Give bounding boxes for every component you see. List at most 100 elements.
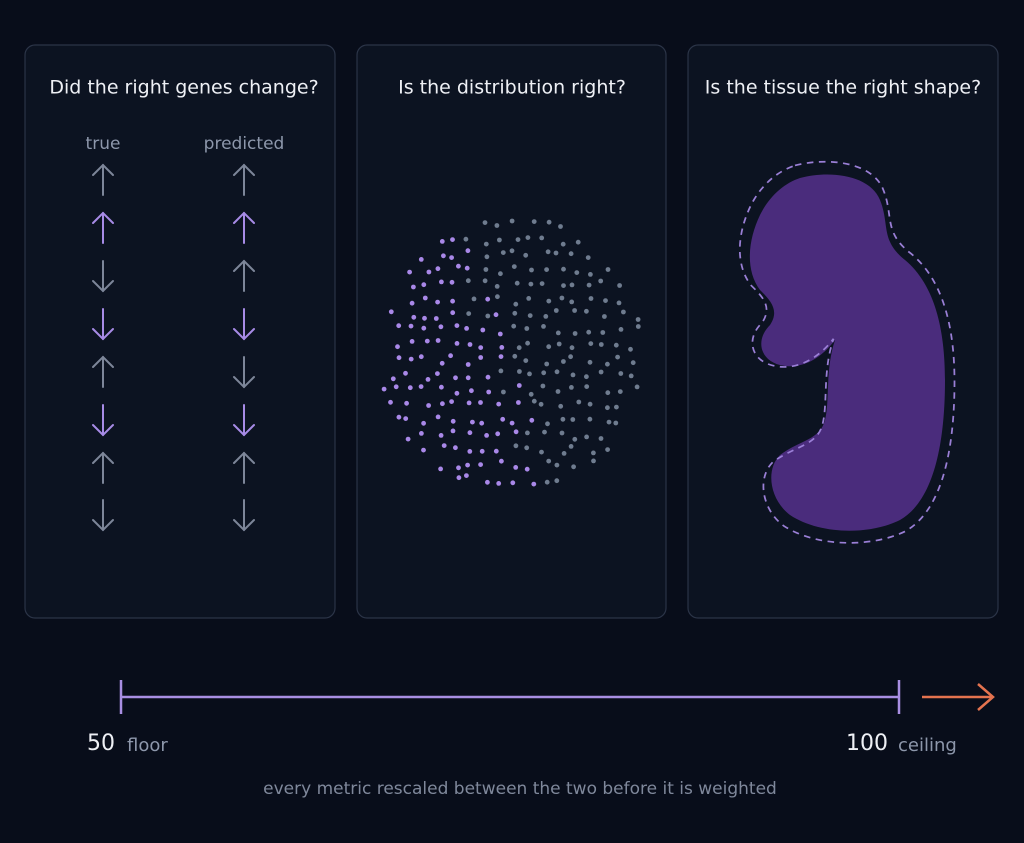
cell-dot: [512, 353, 518, 359]
cell-dot: [390, 376, 396, 382]
arrow-head: [233, 376, 255, 389]
arrow: [233, 163, 255, 196]
cell-dot: [465, 248, 471, 254]
cell-dot: [569, 385, 574, 390]
arrow: [92, 404, 114, 437]
cell-dot: [453, 375, 458, 381]
arrow: [92, 355, 114, 388]
cell-dot: [482, 220, 488, 226]
cell-dot: [531, 481, 537, 487]
cell-dot: [465, 362, 471, 367]
cell-dot: [588, 296, 594, 301]
cell-dot: [440, 401, 445, 407]
cell-dot: [450, 428, 456, 434]
cell-dot: [634, 384, 640, 390]
column-label: true: [86, 134, 121, 154]
cell-dot: [584, 374, 589, 380]
scale: 50 floor 100 ceiling every metric rescal…: [87, 680, 995, 799]
cell-dot: [422, 295, 428, 301]
cell-dot: [545, 249, 551, 255]
arrow: [233, 211, 255, 244]
cell-dot: [512, 310, 518, 316]
cell-dot: [511, 323, 517, 329]
cell-dot: [584, 434, 589, 440]
cell-dot: [568, 354, 573, 360]
cell-dot: [523, 252, 529, 258]
cell-dot: [516, 383, 522, 388]
cell-dot: [482, 278, 488, 284]
cell-dot: [606, 419, 612, 425]
cell-dot: [546, 219, 552, 225]
cell-dot: [613, 420, 619, 426]
cell-dot: [560, 241, 566, 247]
cell-dot: [467, 449, 473, 454]
cell-dot: [525, 430, 530, 436]
cell-dot: [498, 271, 503, 277]
panel-title: Did the right genes change?: [49, 77, 318, 99]
cell-dot: [441, 443, 447, 448]
cell-dot: [584, 308, 589, 314]
cell-dot: [411, 284, 416, 290]
cell-dot: [465, 375, 471, 381]
cell-dot: [560, 416, 566, 422]
cell-dot: [409, 300, 415, 306]
cell-dot: [613, 342, 619, 348]
cell-dot: [497, 237, 502, 243]
cell-dot: [404, 400, 409, 406]
cell-dot: [425, 377, 431, 382]
cell-dot: [546, 458, 552, 464]
arrow-head: [92, 163, 114, 176]
arrow: [92, 211, 114, 244]
cell-dot: [540, 383, 546, 389]
cell-dot: [554, 478, 560, 484]
cell-dot: [570, 417, 576, 422]
arrow-head: [233, 424, 255, 437]
cell-dot: [509, 218, 515, 224]
arrow: [233, 404, 255, 437]
cell-dot: [485, 374, 491, 380]
arrow: [92, 451, 114, 484]
arrow-head: [92, 211, 114, 224]
cell-dot: [515, 237, 521, 243]
cell-dot: [509, 248, 515, 254]
cell-dot: [484, 433, 489, 438]
cell-dot: [616, 300, 622, 306]
cell-dot: [528, 281, 534, 287]
cell-dot: [421, 282, 427, 288]
cell-dot: [500, 250, 506, 256]
scale-max-value: 100: [846, 731, 888, 756]
cell-dot: [438, 324, 444, 330]
cell-dot: [541, 324, 546, 329]
cell-dot: [497, 331, 503, 337]
cell-dot: [449, 399, 454, 404]
cell-dot: [407, 385, 413, 391]
cell-dot: [525, 340, 530, 346]
cell-dot: [433, 316, 439, 321]
cell-dot: [529, 267, 534, 273]
cell-dot: [496, 401, 502, 407]
arrow-head: [92, 424, 114, 437]
cell-dot: [426, 403, 431, 408]
arrow: [92, 308, 114, 341]
cell-dot: [531, 219, 537, 225]
panel-title: Is the distribution right?: [398, 77, 626, 99]
cell-dot: [493, 448, 499, 454]
cell-dot: [498, 354, 504, 359]
arrow-head: [233, 163, 255, 176]
cell-dot: [524, 326, 530, 331]
cell-dot: [484, 254, 490, 260]
scale-min-label: floor: [127, 735, 168, 756]
cell-dot: [553, 250, 559, 256]
cell-dot: [388, 309, 394, 315]
tissue-shape: [738, 160, 956, 544]
cell-dot: [527, 313, 533, 318]
cell-dot: [605, 405, 610, 411]
cell-dot: [546, 344, 552, 350]
cell-dot: [435, 266, 441, 272]
cell-dot: [449, 279, 455, 285]
cell-dot: [426, 269, 432, 275]
cell-dot: [456, 475, 462, 481]
arrow-head: [92, 280, 114, 293]
